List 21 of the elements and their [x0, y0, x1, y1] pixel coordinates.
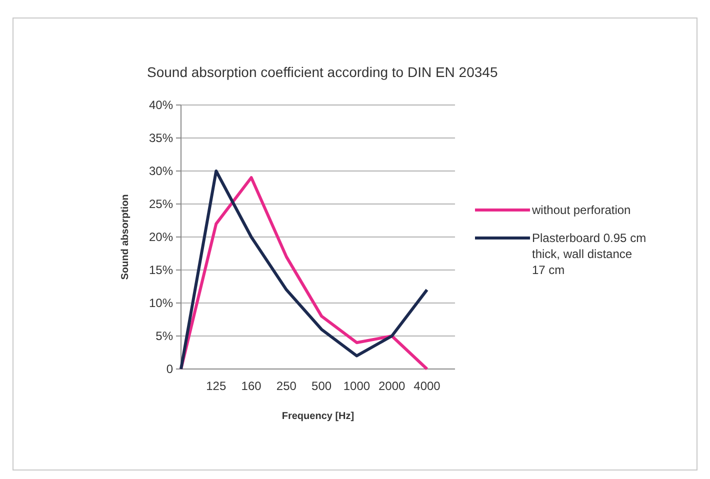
x-tick-label: 4000	[414, 379, 441, 393]
y-tick-label: 10%	[148, 296, 174, 310]
y-tick-label: 20%	[148, 230, 174, 244]
legend-label: Plasterboard 0.95 cm thick, wall distance 17 cm	[532, 231, 646, 278]
y-tick-label: 40%	[148, 98, 174, 112]
x-tick-label: 2000	[378, 379, 406, 393]
x-tick-label: 250	[276, 379, 297, 393]
y-tick-label: 30%	[148, 164, 174, 178]
y-tick-label: 0	[166, 362, 174, 376]
legend-label: without perforation	[531, 203, 631, 218]
y-tick-label: 5%	[156, 329, 174, 344]
x-tick-label: 160	[241, 379, 262, 393]
x-tick-label: 125	[206, 379, 226, 393]
x-tick-label: 500	[312, 379, 332, 393]
y-tick-label: 35%	[148, 131, 174, 146]
y-tick-label: 25%	[148, 197, 174, 212]
chart-title: Sound absorption coefficient according to DIN EN 20345	[147, 64, 498, 80]
x-axis-title: Frequency [Hz]	[282, 411, 354, 422]
y-axis-title: Sound absorption	[120, 194, 131, 280]
y-tick-label: 15%	[148, 263, 174, 278]
x-tick-label: 1000	[343, 379, 370, 393]
